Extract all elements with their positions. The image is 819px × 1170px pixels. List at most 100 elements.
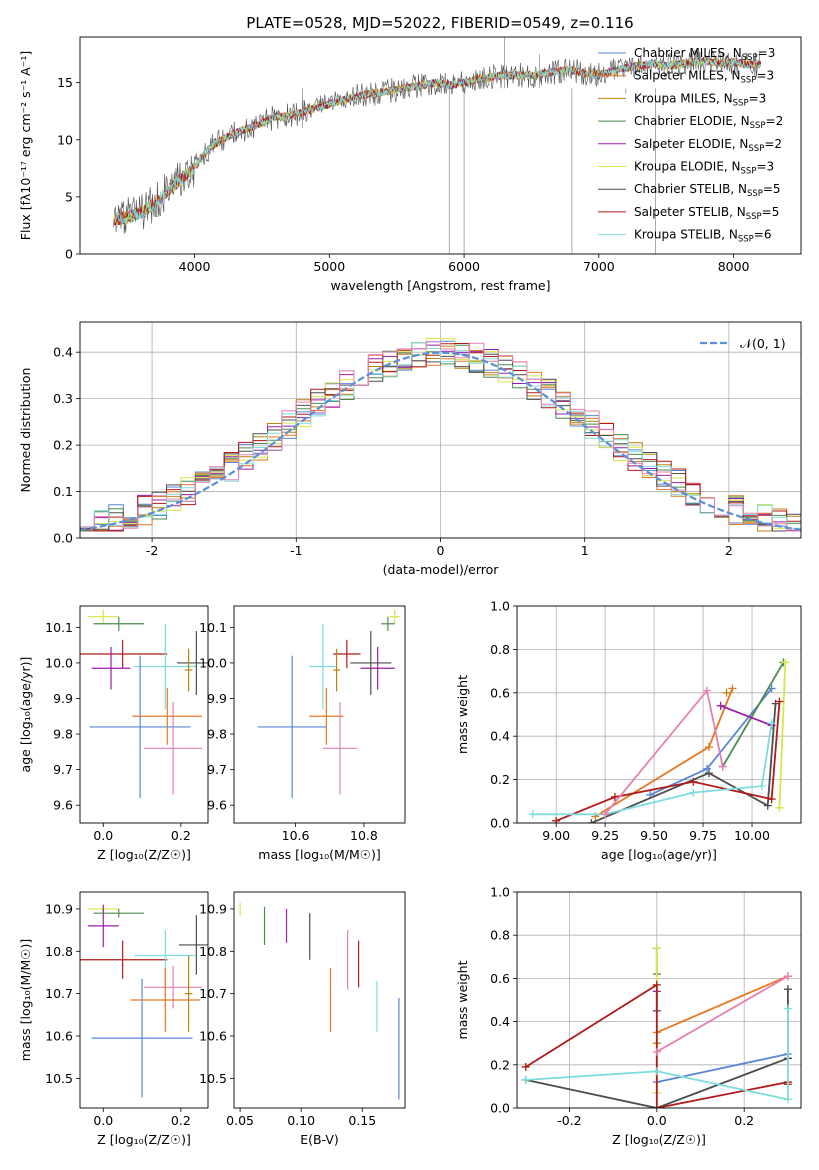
plot-area: [80, 904, 208, 1098]
weight-marker: [767, 719, 776, 728]
y-tick-label: 9.6: [207, 798, 227, 813]
weight-marker: [702, 764, 711, 773]
x-tick-label: 9.50: [640, 828, 668, 843]
y-tick-label: 5: [65, 189, 73, 204]
errorbar-point: [93, 616, 144, 631]
x-axis-label: (data-model)/error: [383, 562, 500, 577]
x-tick-label: 9.25: [591, 828, 619, 843]
legend-label: Kroupa ELODIE, NSSP=3: [634, 160, 774, 177]
weight-line: [656, 975, 789, 1034]
y-tick-label: 10.0: [45, 655, 73, 670]
weight-marker: [652, 944, 661, 953]
y-axis-label: Normed distribution: [18, 368, 33, 493]
y-tick-label: 9.8: [207, 727, 227, 742]
weight-line: [721, 661, 785, 768]
normal-curve: [80, 351, 801, 531]
axes-frame: [516, 605, 802, 824]
y-tick-label: 0.0: [490, 1101, 510, 1116]
x-axis-label: wavelength [Angstrom, rest frame]: [330, 278, 550, 293]
x-axis-label: E(B-V): [300, 1132, 339, 1147]
x-tick-label: 0.0: [93, 1113, 113, 1128]
errorbar-point: [176, 630, 208, 695]
weight-marker: [528, 810, 537, 819]
y-tick-label: 9.6: [53, 798, 73, 813]
errorbar-point: [257, 655, 327, 799]
legend-label: Chabrier STELIB, NSSP=5: [634, 182, 781, 199]
panel-spectrum: 4000 5000 6000 7000 8000 0 5 10 15 wavelength [An…: [18, 36, 802, 293]
weight-marker: [716, 701, 725, 710]
weight-marker: [652, 1047, 661, 1056]
errorbar-point: [93, 908, 144, 918]
legend-label: Chabrier ELODIE, NSSP=2: [634, 114, 783, 131]
weight-marker: [783, 1004, 792, 1013]
weight-marker: [689, 788, 698, 797]
y-tick-label: 0.1: [53, 484, 73, 499]
weight-marker: [775, 803, 784, 812]
errorbar-point: [144, 966, 203, 1009]
panel-residuals: -2 -1 0 1 2 0.0 0.1 0.2 0.3 0.4 (data-model)/error…: [18, 321, 802, 577]
weight-marker: [775, 697, 784, 706]
x-tick-label: 0.2: [734, 1113, 754, 1128]
errorbar-point: [80, 940, 168, 979]
weight-marker: [783, 985, 792, 994]
y-tick-label: 9.9: [53, 691, 73, 706]
weight-marker: [689, 777, 698, 786]
y-axis-label: mass weight: [455, 675, 470, 754]
errorbar-point: [184, 955, 193, 1032]
y-tick-label: 9.7: [207, 762, 227, 777]
weight-marker: [704, 743, 713, 752]
weight-line: [656, 975, 789, 1053]
errorbar-point: [144, 702, 203, 795]
x-tick-label: -0.2: [557, 1113, 581, 1128]
y-tick-label: 10.5: [199, 1071, 227, 1086]
axes-frame: [233, 605, 406, 824]
y-tick-label: 15: [57, 75, 73, 90]
errorbar-point: [91, 646, 131, 690]
y-tick-label: 0.4: [490, 729, 510, 744]
errorbar-point: [322, 702, 358, 795]
x-tick-label: 5000: [313, 259, 345, 274]
weight-marker: [521, 1062, 530, 1071]
x-tick-label: 0: [437, 543, 445, 558]
axes-frame: [233, 891, 406, 1109]
y-tick-label: 0.0: [490, 816, 510, 831]
errorbar-point: [309, 687, 344, 745]
x-tick-label: 0.0: [647, 1113, 667, 1128]
x-tick-label: 8000: [718, 259, 750, 274]
axes-frame: [79, 891, 209, 1109]
x-tick-label: 10.6: [282, 828, 310, 843]
weight-marker: [702, 686, 711, 695]
x-tick-label: 0.0: [93, 828, 113, 843]
plot-area: [257, 609, 400, 799]
y-tick-label: 0.4: [53, 345, 73, 360]
weight-line: [720, 704, 772, 727]
figure-title: PLATE=0528, MJD=52022, FIBERID=0549, z=0…: [246, 14, 633, 32]
errorbar-point: [87, 609, 119, 624]
y-tick-label: 0.2: [490, 772, 510, 787]
weight-marker: [704, 769, 713, 778]
x-tick-label: 1: [581, 543, 589, 558]
x-tick-label: -2: [146, 543, 158, 558]
errorbar-point: [350, 630, 392, 695]
errorbar-point: [360, 646, 395, 690]
legend-label: 𝒩(0, 1): [740, 336, 786, 351]
spectrum-line: [113, 56, 761, 225]
y-tick-label: 10.7: [199, 986, 227, 1001]
weight-marker: [781, 658, 790, 667]
y-tick-label: 9.8: [53, 727, 73, 742]
y-tick-label: 10.6: [45, 1029, 73, 1044]
panel-age_vs_Z: 0.0 0.2 9.6 9.7 9.8 9.9 10.0 10.1 Z [log₁₀(Z/Z☉)…: [18, 605, 209, 862]
y-tick-label: 0.4: [490, 1014, 510, 1029]
weight-marker: [722, 688, 731, 697]
y-tick-label: 9.7: [53, 762, 73, 777]
weight-marker: [652, 1067, 661, 1076]
y-tick-label: 10.8: [45, 944, 73, 959]
x-tick-label: 0.05: [226, 1113, 254, 1128]
errorbar-point: [132, 687, 203, 745]
legend-label: Salpeter STELIB, NSSP=5: [634, 205, 779, 222]
y-tick-label: 10.5: [45, 1071, 73, 1086]
x-tick-label: -1: [290, 543, 302, 558]
y-tick-label: 0.3: [53, 391, 73, 406]
legend-label: Salpeter ELODIE, NSSP=2: [634, 137, 782, 154]
panel-weight_vs_age: 9.00 9.25 9.50 9.75 10.00 0.0 0.2 0.4 0.6 0.8 1.0 a…: [455, 599, 802, 862]
